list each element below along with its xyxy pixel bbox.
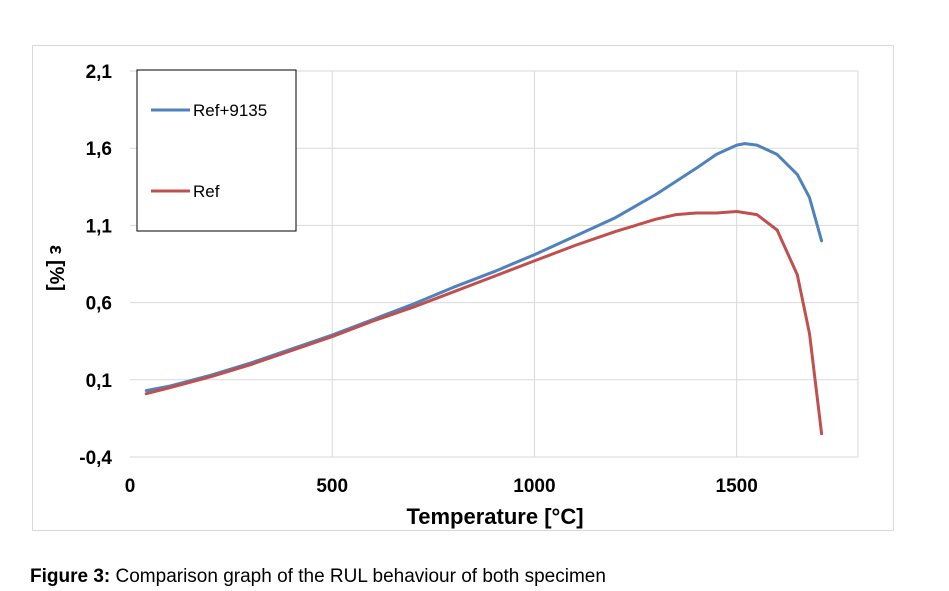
y-tick-label: 1,6 [86,139,112,160]
legend-label: Ref [193,182,220,201]
x-axis-label: Temperature [°C] [406,504,583,529]
caption-label: Figure 3: [30,566,111,587]
caption-text: Comparison graph of the RUL behaviour of… [110,566,606,587]
y-tick-label: 0,6 [86,294,112,315]
legend: Ref+9135 Ref [136,69,297,232]
y-tick-label: 1,1 [86,216,113,237]
legend-box [136,69,297,232]
x-tick-label: 500 [316,476,348,497]
series-line-ref-9135 [144,142,824,393]
y-tick-label: 2,1 [86,62,113,83]
y-tick-label: 0,1 [86,371,113,392]
axes: -0,4 0,1 0,6 1,1 1,6 2,1 0 500 1000 1500 [79,62,758,497]
series-line-ref [144,210,824,436]
x-tick-label: 1000 [513,476,555,497]
chart-frame [32,45,894,531]
y-axis-label: ε [%] [45,245,67,291]
x-tick-label: 0 [125,476,136,497]
figure-caption: Figure 3: Comparison graph of the RUL be… [30,566,606,588]
x-tick-label: 1500 [716,476,758,497]
y-tick-label: -0,4 [79,448,112,469]
legend-label: Ref+9135 [193,101,267,120]
series-lines [144,142,824,436]
